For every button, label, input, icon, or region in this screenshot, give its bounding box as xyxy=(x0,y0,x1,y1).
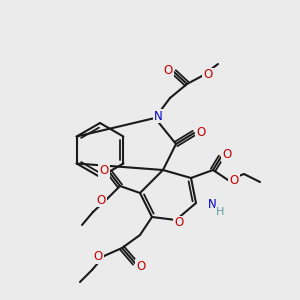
Text: O: O xyxy=(136,260,146,272)
Text: O: O xyxy=(203,68,213,82)
Text: O: O xyxy=(230,175,238,188)
Text: O: O xyxy=(99,164,109,178)
Text: O: O xyxy=(222,148,232,161)
Text: N: N xyxy=(208,199,216,212)
Text: O: O xyxy=(196,125,206,139)
Text: O: O xyxy=(164,64,172,76)
Text: O: O xyxy=(174,217,184,230)
Text: O: O xyxy=(93,250,103,263)
Text: N: N xyxy=(154,110,162,122)
Text: H: H xyxy=(216,207,224,217)
Text: O: O xyxy=(96,194,106,206)
